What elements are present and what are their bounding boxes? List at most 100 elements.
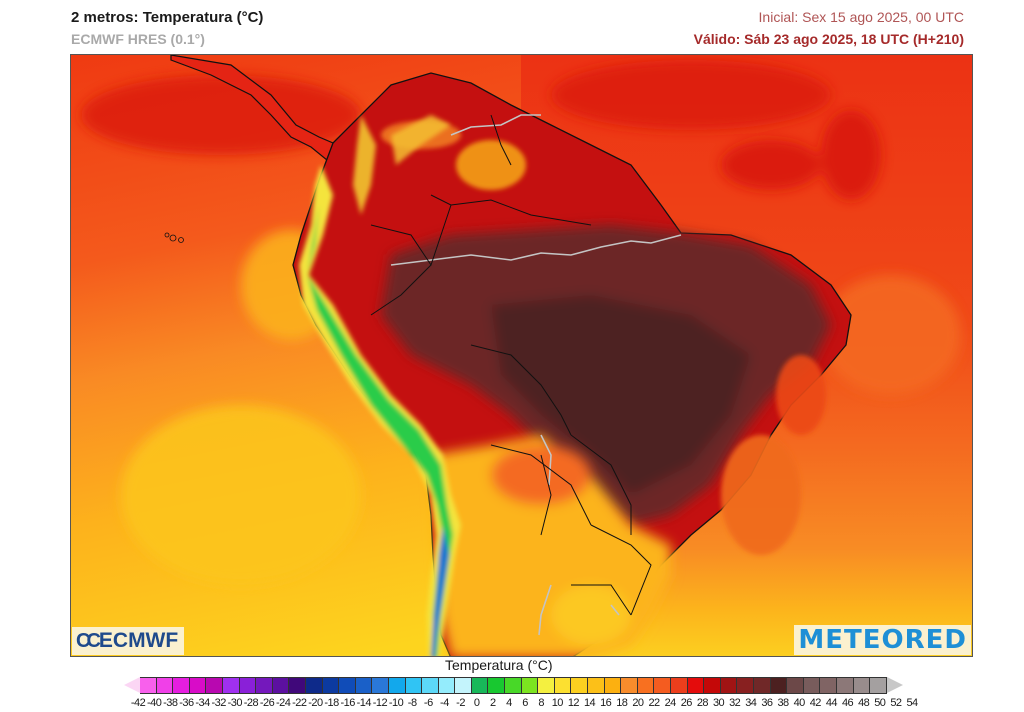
legend-swatch [189,677,207,694]
ecmwf-logo: CC ECMWF [72,627,185,655]
legend-swatch [256,677,273,694]
legend-swatch [654,677,671,694]
legend-swatch [355,677,373,694]
legend-tick-label: 8 [538,697,544,709]
meteored-logo: METEORED [794,625,971,655]
legend-tick-label: 26 [680,697,693,709]
legend-tick-label: 12 [567,697,580,709]
map-title: 2 metros: Temperatura (°C) [71,9,264,26]
legend-tick-label: 22 [648,697,660,709]
initial-time: Inicial: Sex 15 ago 2025, 00 UTC [758,9,964,25]
legend-tick-label: 50 [874,697,886,709]
legend-tick-label: -26 [259,697,275,709]
legend-tick-label: 4 [506,697,512,709]
legend-swatch [455,677,472,694]
legend-tick-label: -34 [195,697,210,709]
ecmwf-logo-text: ECMWF [98,629,179,652]
legend-swatch [322,677,340,694]
legend-tick-label: 30 [712,697,725,709]
legend-tick-label: -42 [130,697,146,709]
legend-swatch [372,677,389,694]
legend-tick-label: 20 [632,697,644,709]
legend-swatch [770,677,788,694]
legend-tick-label: -8 [407,697,417,709]
legend-tick-label: 52 [890,697,902,709]
legend-tick-label: -14 [356,697,372,709]
legend-swatch [471,677,489,694]
legend-swatch [505,677,522,694]
heatmap-canvas [71,55,972,656]
ecmwf-mark-icon: CC [76,629,101,652]
legend-tick-label: 10 [551,697,564,709]
legend-tick-label: -12 [372,697,388,709]
valid-time: Válido: Sáb 23 ago 2025, 18 UTC (H+210) [693,31,964,47]
legend-tick-label: 40 [793,697,806,709]
legend-tick-label: -16 [340,697,355,709]
legend-swatch [272,677,290,694]
legend-tick-label: 48 [858,697,870,709]
legend-swatch [222,677,240,694]
legend-swatch [422,677,439,694]
temperature-map[interactable]: CC ECMWF METEORED [70,54,973,657]
legend-swatch [156,677,174,694]
legend-swatch [538,677,555,694]
legend-swatch [305,677,323,694]
legend-tick-label: 38 [777,697,789,709]
country-borders [370,114,652,616]
legend-tick-label: 42 [809,697,822,709]
legend-tick-label: 0 [473,697,480,709]
legend-tick-label: 32 [729,697,741,709]
legend-ticks: -42 -40 -38 -36 -34 -32 -30 -28 -26 -24 -22 -20 -18-… [130,697,920,709]
legend-tick-label: -30 [227,697,243,709]
legend-max-arrow-icon [886,677,903,693]
legend-tick-label: 28 [696,697,709,709]
legend-swatch [173,677,190,694]
legend-tick-label: -2 [456,697,465,709]
legend-swatch [720,677,738,694]
legend-tick-label: 16 [600,697,612,709]
legend-swatch [140,677,157,694]
legend-swatch [521,677,539,694]
legend-tick-label: 18 [616,697,628,709]
legend-tick-label: 24 [664,697,677,709]
legend-swatch [836,677,854,694]
legend-swatch [803,677,821,694]
legend-swatch [853,677,871,694]
galapagos-islands [164,232,184,243]
legend-swatch [753,677,771,694]
legend-tick-label: -36 [179,697,194,709]
legend-swatch [405,677,423,694]
legend-tick-label: 44 [825,697,838,709]
legend-tick-label: 34 [745,697,757,709]
legend-title: Temperatura (°C) [445,657,553,673]
model-label: ECMWF HRES (0.1°) [71,31,205,47]
legend-swatch [704,677,721,694]
legend-swatch [787,677,804,694]
legend-swatch [637,677,655,694]
legend-tick-label: -10 [388,697,404,709]
legend-swatch [438,677,456,694]
legend-tick-label: -18 [324,697,339,709]
legend-tick-label: -20 [308,697,323,709]
legend-swatch [388,677,406,694]
legend-min-arrow-icon [124,677,140,693]
legend-tick-label: 54 [906,697,918,709]
legend-swatch [621,677,638,694]
legend-swatch [604,677,622,694]
color-legend [124,677,903,694]
legend-swatch [687,677,705,694]
legend-tick-label: -22 [292,697,307,709]
legend-tick-label: -28 [243,697,259,709]
legend-swatch [206,677,223,694]
legend-swatch [588,677,605,694]
legend-swatch [239,677,257,694]
legend-tick-label: 36 [761,697,773,709]
legend-tick-label: -38 [163,697,178,709]
legend-swatch [671,677,688,694]
legend-swatch [870,677,887,694]
legend-swatch [737,677,754,694]
legend-swatch [339,677,356,694]
legend-tick-label: -40 [146,697,162,709]
legend-swatch [554,677,572,694]
legend-tick-label: -6 [423,697,433,709]
